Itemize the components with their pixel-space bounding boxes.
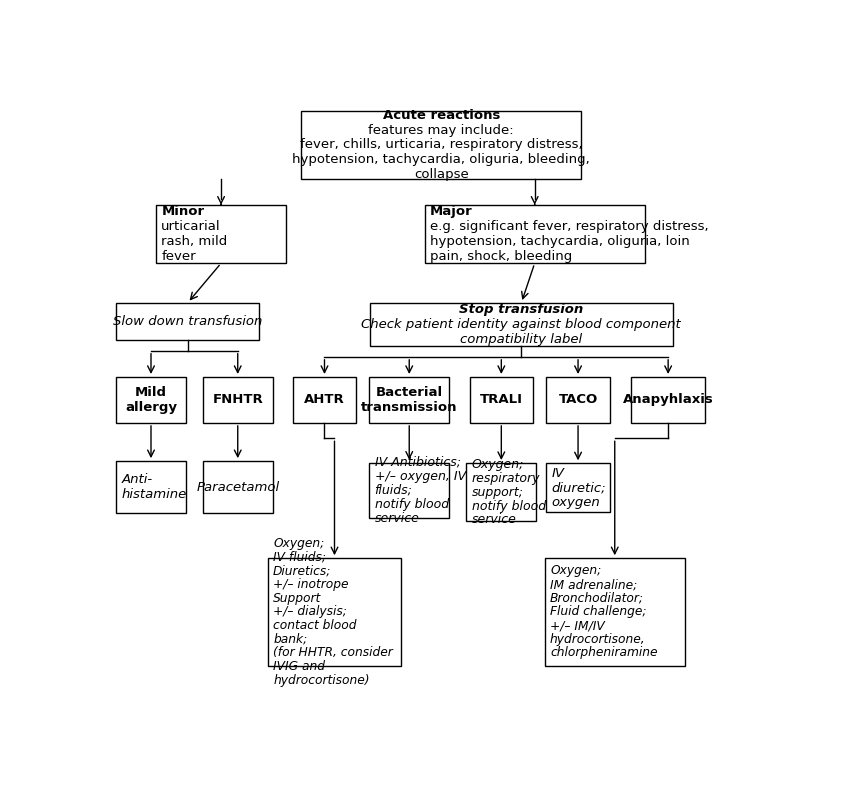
Bar	[631, 377, 705, 423]
Bar	[293, 377, 356, 423]
Bar	[424, 205, 645, 263]
Text: Paracetamol: Paracetamol	[196, 480, 279, 494]
Text: notify blood: notify blood	[472, 500, 546, 512]
Text: features may include:: features may include:	[369, 124, 514, 136]
Text: Check patient identity against blood component: Check patient identity against blood com…	[362, 318, 681, 331]
Bar	[369, 377, 449, 423]
Text: hydrocortisone): hydrocortisone)	[273, 674, 369, 686]
Text: Oxygen;: Oxygen;	[472, 458, 524, 471]
Text: allergy: allergy	[125, 401, 177, 414]
Text: IVIG and: IVIG and	[273, 660, 325, 673]
Text: Support: Support	[273, 592, 321, 605]
Text: TRALI: TRALI	[480, 393, 523, 406]
Text: IV: IV	[552, 467, 565, 480]
Text: hydrocortisone,: hydrocortisone,	[550, 633, 646, 646]
Bar	[116, 302, 259, 340]
Text: Major: Major	[430, 205, 473, 219]
Bar	[467, 463, 536, 521]
Text: +/– inotrope: +/– inotrope	[273, 578, 349, 591]
Text: service: service	[472, 513, 517, 527]
Text: Oxygen;: Oxygen;	[273, 537, 325, 550]
Bar	[547, 377, 610, 423]
Text: Anapyhlaxis: Anapyhlaxis	[623, 393, 714, 406]
Text: histamine: histamine	[121, 488, 187, 501]
Text: Diuretics;: Diuretics;	[273, 564, 331, 578]
Text: IM adrenaline;: IM adrenaline;	[550, 578, 637, 591]
Text: Mild: Mild	[135, 386, 167, 399]
Text: IV Antibiotics;: IV Antibiotics;	[375, 456, 461, 469]
Text: respiratory: respiratory	[472, 472, 540, 484]
Text: fever, chills, urticaria, respiratory distress,: fever, chills, urticaria, respiratory di…	[300, 138, 583, 152]
Text: e.g. significant fever, respiratory distress,: e.g. significant fever, respiratory dist…	[430, 220, 709, 233]
Bar	[156, 205, 286, 263]
Bar	[202, 461, 273, 513]
Text: support;: support;	[472, 486, 523, 499]
Text: Acute reactions: Acute reactions	[382, 109, 500, 122]
Text: notify blood: notify blood	[375, 498, 449, 511]
Text: urticarial: urticarial	[161, 220, 221, 233]
Text: Anti-: Anti-	[121, 473, 152, 486]
Bar	[268, 558, 401, 666]
Text: +/– IM/IV: +/– IM/IV	[550, 619, 604, 632]
Text: fever: fever	[161, 250, 196, 263]
Text: hypotension, tachycardia, oliguria, loin: hypotension, tachycardia, oliguria, loin	[430, 235, 690, 248]
Text: fluids;: fluids;	[375, 484, 412, 496]
Text: Fluid challenge;: Fluid challenge;	[550, 606, 647, 618]
Bar	[202, 377, 273, 423]
Text: Minor: Minor	[161, 205, 204, 219]
Text: FNHTR: FNHTR	[213, 393, 263, 406]
Text: contact blood: contact blood	[273, 619, 356, 632]
Text: AHTR: AHTR	[304, 393, 345, 406]
Text: TACO: TACO	[559, 393, 598, 406]
Text: Oxygen;: Oxygen;	[550, 564, 601, 578]
Text: Slow down transfusion: Slow down transfusion	[113, 314, 263, 328]
Bar	[545, 558, 684, 666]
Text: bank;: bank;	[273, 633, 307, 646]
Text: collapse: collapse	[414, 168, 468, 181]
Bar	[116, 461, 186, 513]
Bar	[301, 111, 581, 179]
Text: Stop transfusion: Stop transfusion	[459, 303, 584, 316]
Bar	[369, 302, 673, 346]
Text: oxygen: oxygen	[552, 496, 600, 509]
Text: hypotension, tachycardia, oliguria, bleeding,: hypotension, tachycardia, oliguria, blee…	[293, 153, 590, 166]
Text: compatibility label: compatibility label	[461, 333, 582, 346]
Text: transmission: transmission	[361, 401, 457, 414]
Bar	[116, 377, 186, 423]
Bar	[547, 463, 610, 512]
Bar	[369, 463, 449, 518]
Text: service: service	[375, 512, 419, 524]
Text: +/– oxygen, IV: +/– oxygen, IV	[375, 470, 466, 483]
Text: (for HHTR, consider: (for HHTR, consider	[273, 646, 393, 659]
Text: diuretic;: diuretic;	[552, 481, 606, 494]
Text: Bronchodilator;: Bronchodilator;	[550, 592, 644, 605]
Text: +/– dialysis;: +/– dialysis;	[273, 606, 347, 618]
Text: chlorpheniramine: chlorpheniramine	[550, 646, 658, 659]
Text: pain, shock, bleeding: pain, shock, bleeding	[430, 250, 573, 263]
Text: Bacterial: Bacterial	[375, 386, 443, 399]
Text: IV fluids;: IV fluids;	[273, 551, 326, 564]
Text: rash, mild: rash, mild	[161, 235, 227, 248]
Bar	[469, 377, 533, 423]
